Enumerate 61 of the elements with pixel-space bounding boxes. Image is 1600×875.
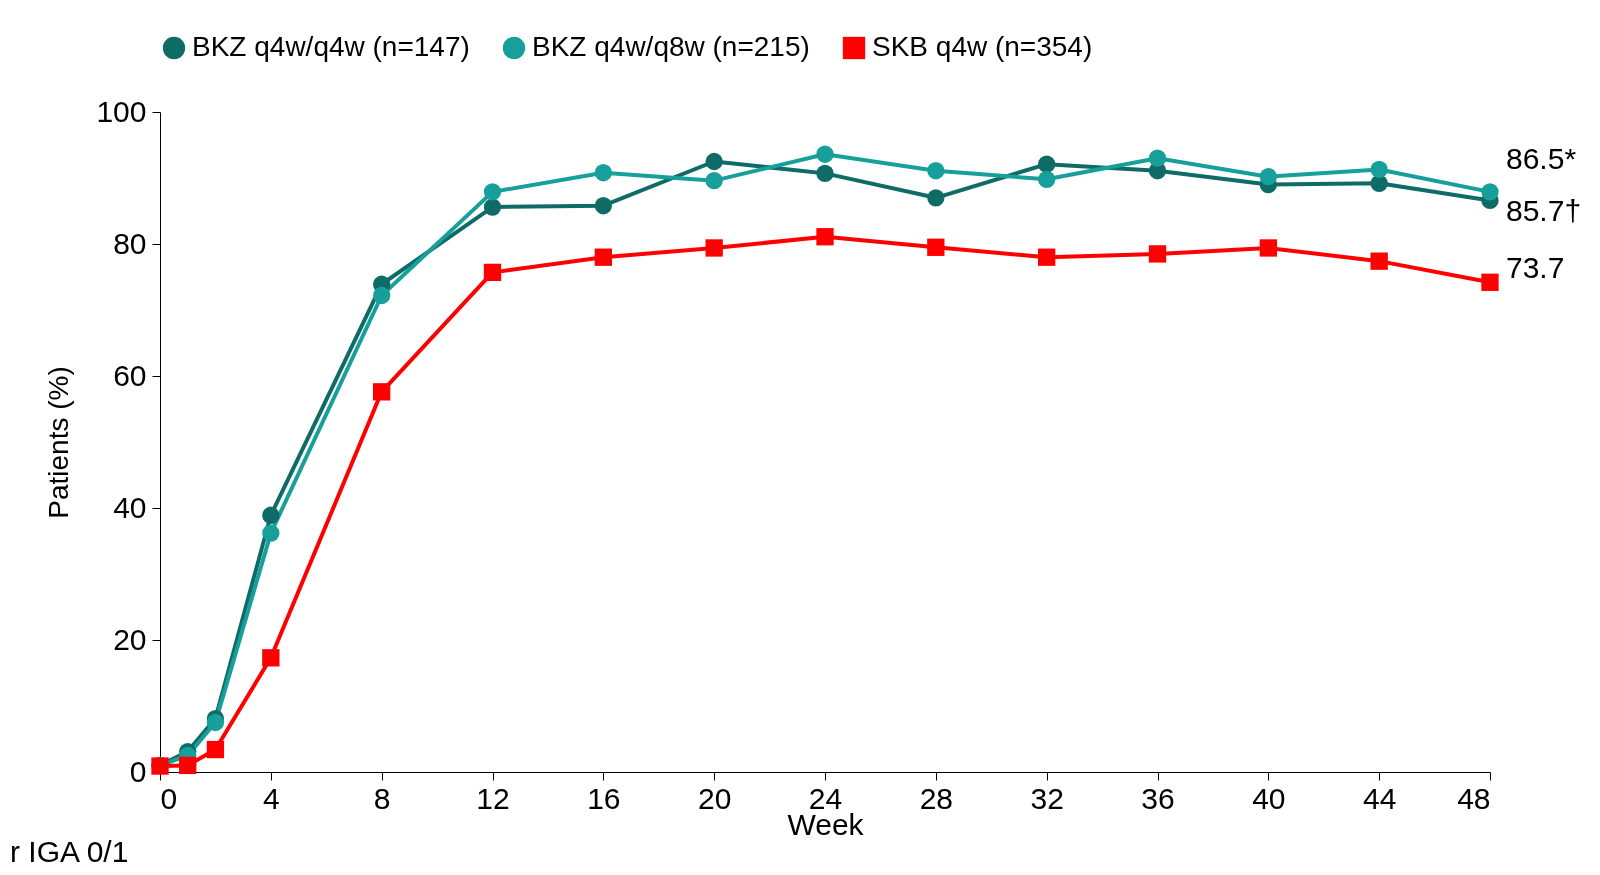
point	[1259, 239, 1277, 257]
x-tick-label: 32	[1030, 781, 1064, 815]
point	[594, 164, 612, 182]
x-tick-label: 20	[697, 781, 732, 815]
point	[1148, 149, 1167, 167]
y-tick-label: 60	[113, 358, 147, 392]
legend-label: BKZ q4w/q4w (n=147)	[192, 31, 470, 62]
point	[1370, 160, 1388, 179]
x-tick-label: 4	[262, 781, 280, 815]
legend-label: BKZ q4w/q8w (n=215)	[532, 31, 810, 62]
point	[1038, 170, 1056, 188]
point	[705, 239, 723, 257]
x-tick-label: 8	[373, 781, 391, 815]
point	[705, 152, 723, 171]
y-axis-title: Patients (%)	[43, 366, 75, 519]
text: r IGA 0/1	[10, 835, 129, 868]
point	[179, 756, 197, 775]
x-tick-label: 16	[587, 781, 621, 815]
y-tick-label: 20	[113, 622, 147, 656]
x-tick-label: 12	[476, 781, 510, 815]
point	[594, 197, 612, 215]
point	[1038, 248, 1056, 266]
legend-label: SKB q4w (n=354)	[872, 31, 1093, 62]
y-tick-label: 0	[129, 754, 147, 788]
point	[262, 506, 280, 524]
point	[594, 248, 612, 266]
point	[483, 183, 502, 201]
point	[1259, 168, 1277, 186]
point	[1481, 273, 1499, 291]
y-tick-label: 40	[113, 490, 147, 524]
point	[705, 172, 723, 190]
x-tick-label: 48	[1457, 781, 1491, 815]
point	[1481, 183, 1499, 201]
x-tick-label: 36	[1141, 781, 1175, 815]
point	[206, 713, 225, 732]
text: 86.5*	[1506, 142, 1577, 175]
point	[373, 383, 391, 401]
point	[816, 228, 834, 246]
x-tick-label: 44	[1362, 781, 1397, 815]
point	[373, 286, 391, 305]
y-tick-label: 80	[113, 226, 147, 260]
point	[1038, 155, 1056, 173]
point	[262, 649, 280, 667]
point	[206, 740, 225, 759]
point	[816, 164, 834, 183]
x-tick-label: 24	[808, 781, 843, 815]
x-tick-label: 0	[160, 781, 178, 815]
point	[927, 189, 945, 207]
x-tick-label: 40	[1252, 781, 1286, 815]
point	[816, 145, 834, 163]
point	[483, 263, 502, 282]
text: 85.7†	[1506, 194, 1582, 227]
x-tick-label: 28	[919, 781, 954, 815]
point	[483, 198, 502, 216]
point	[1370, 252, 1388, 270]
y-tick-label: 100	[96, 94, 147, 128]
point	[1148, 245, 1167, 263]
text: 73.7	[1506, 251, 1565, 284]
point	[927, 162, 945, 180]
point	[262, 524, 280, 542]
point	[927, 238, 945, 256]
